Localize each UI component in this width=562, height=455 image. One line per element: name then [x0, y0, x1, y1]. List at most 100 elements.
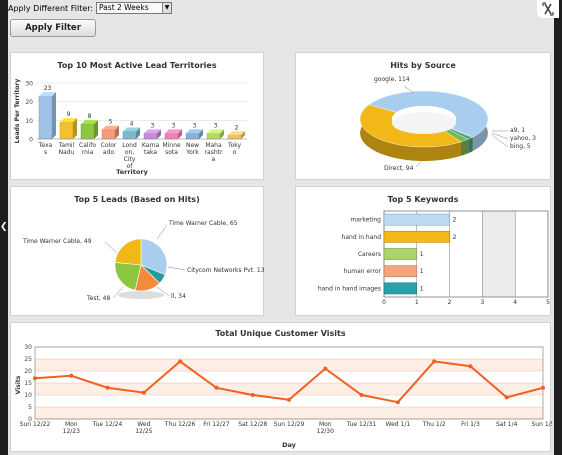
pie-slice [114, 238, 142, 266]
bar-value-label: 2 [235, 124, 239, 131]
territories-card: Top 10 Most Active Lead Territories 0 10 2… [10, 52, 264, 180]
x-tick-label: rashtr [205, 149, 223, 156]
x-tick-label: Sun 1/5 [532, 421, 552, 428]
x-tick-label: Tamil [58, 142, 75, 149]
x-tick-label: 12/30 [317, 428, 334, 435]
bar-value-label: 2 [453, 217, 457, 224]
bar [122, 131, 137, 140]
filter-label: Apply Different Filter: [8, 4, 94, 13]
x-tick-label: Califo [79, 142, 96, 149]
filter-select[interactable]: Past 2 Weeks ▼ [96, 2, 172, 14]
bar [164, 133, 179, 140]
y-tick-label: 20 [24, 368, 32, 375]
x-tick-label: Tue 12/31 [346, 421, 377, 428]
x-tick-label: York [185, 149, 199, 156]
data-point [432, 359, 437, 364]
x-axis-label: Day [282, 441, 297, 449]
leader-line [167, 266, 186, 271]
expand-close-icon[interactable] [537, 0, 559, 18]
bar-side [136, 127, 141, 139]
slice-label: yahoo, 3 [510, 135, 536, 142]
bar-value-label: 3 [151, 122, 155, 129]
territories-title: Top 10 Most Active Lead Territories [57, 61, 217, 70]
x-tick-label: Sun 12/22 [20, 421, 51, 428]
x-tick-label: s [44, 149, 47, 156]
x-tick-label: Minne [162, 142, 180, 149]
bar-side [115, 125, 120, 139]
donut-slice-side [472, 136, 474, 152]
leads-title: Top 5 Leads (Based on Hits) [74, 195, 200, 204]
donut-slice-side [360, 104, 462, 161]
apply-filter-button[interactable]: Apply Filter [10, 19, 96, 37]
bar-top [165, 129, 183, 134]
keywords-chart: 0 1 2 3 4 5 2 marketing 2 hand in hand 1 Careers 1 hu… [318, 210, 550, 306]
bar-side [157, 129, 162, 139]
donut-hole [392, 112, 456, 134]
bar-top [186, 129, 204, 134]
x-tick-label: Wed [137, 421, 150, 428]
slice-label: a9, 1 [510, 127, 525, 134]
bar-value-label: 3 [172, 122, 176, 129]
plot-band [35, 347, 543, 359]
slice-label: Direct, 94 [384, 165, 414, 172]
left-arrow-icon[interactable]: ❮ [0, 222, 8, 232]
x-tick-label: 2 [448, 299, 452, 306]
keywords-title: Top 5 Keywords [387, 195, 459, 204]
leader-line [491, 132, 509, 140]
data-point [69, 373, 74, 378]
y-tick-label: 0 [29, 137, 33, 144]
slice-label: Citycom Networks Pvt. 13 [187, 267, 265, 274]
bar [101, 129, 116, 140]
plot-band [35, 383, 543, 395]
x-tick-label: Toky [227, 142, 242, 149]
x-tick-label: a [212, 156, 216, 163]
x-tick-label: New [186, 142, 199, 149]
slice-label: Time Warner Cable, 49 [22, 238, 92, 245]
bar-top [102, 125, 120, 130]
leader-line [403, 85, 415, 94]
x-tick-label: Wed 1/1 [386, 421, 411, 428]
y-tick-label: 25 [24, 356, 32, 363]
x-tick-label: Sat 12/28 [238, 421, 267, 428]
keywords-card: Top 5 Keywords 0 1 2 3 4 5 2 marketing 2 hand in … [295, 186, 551, 316]
y-tick-label: 30 [25, 81, 33, 88]
bar-top [123, 127, 141, 132]
data-point [178, 359, 183, 364]
sources-title: Hits by Source [390, 61, 456, 70]
data-point [141, 390, 146, 395]
leader-line [156, 286, 170, 297]
bar-top [60, 118, 78, 123]
x-tick-label: rnia [82, 149, 94, 156]
x-tick-label: 0 [382, 299, 386, 306]
pie-slice [140, 238, 168, 276]
x-tick-label: Lond [122, 142, 137, 149]
y-tick-label: hand in hand images [318, 285, 381, 292]
chevron-down-icon[interactable]: ▼ [162, 3, 171, 13]
bar-top [144, 129, 162, 134]
slice-label: google, 114 [374, 76, 410, 83]
bar-top [39, 92, 57, 97]
y-tick-label: 20 [25, 99, 33, 106]
y-tick-label: Careers [358, 251, 381, 258]
x-tick-label: 5 [546, 299, 550, 306]
bar [383, 265, 418, 278]
leads-chart: Time Warner Cable, 65 Citycom Networks Pv… [22, 220, 265, 302]
bar-value-label: 2 [453, 234, 457, 241]
pie-shadow [117, 291, 165, 299]
y-tick-label: 15 [24, 380, 32, 387]
x-tick-label: of [127, 163, 134, 170]
x-tick-label: 12/23 [63, 428, 80, 435]
bar [383, 282, 418, 295]
x-tick-label: Nadu [59, 149, 75, 156]
x-tick-label: Tue 12/24 [92, 421, 123, 428]
data-point [105, 385, 110, 390]
slice-label: Test, 48 [86, 295, 110, 302]
slice-label: bing, 5 [510, 143, 531, 150]
bar-value-label: 23 [44, 85, 52, 92]
y-tick-label: 10 [25, 118, 33, 125]
visits-card: Total Unique Customer Visits 0 5 10 15 20 25 3… [10, 322, 552, 452]
x-tick-label: Thu 12/26 [164, 421, 196, 428]
slice-label: ll, 34 [171, 293, 186, 300]
